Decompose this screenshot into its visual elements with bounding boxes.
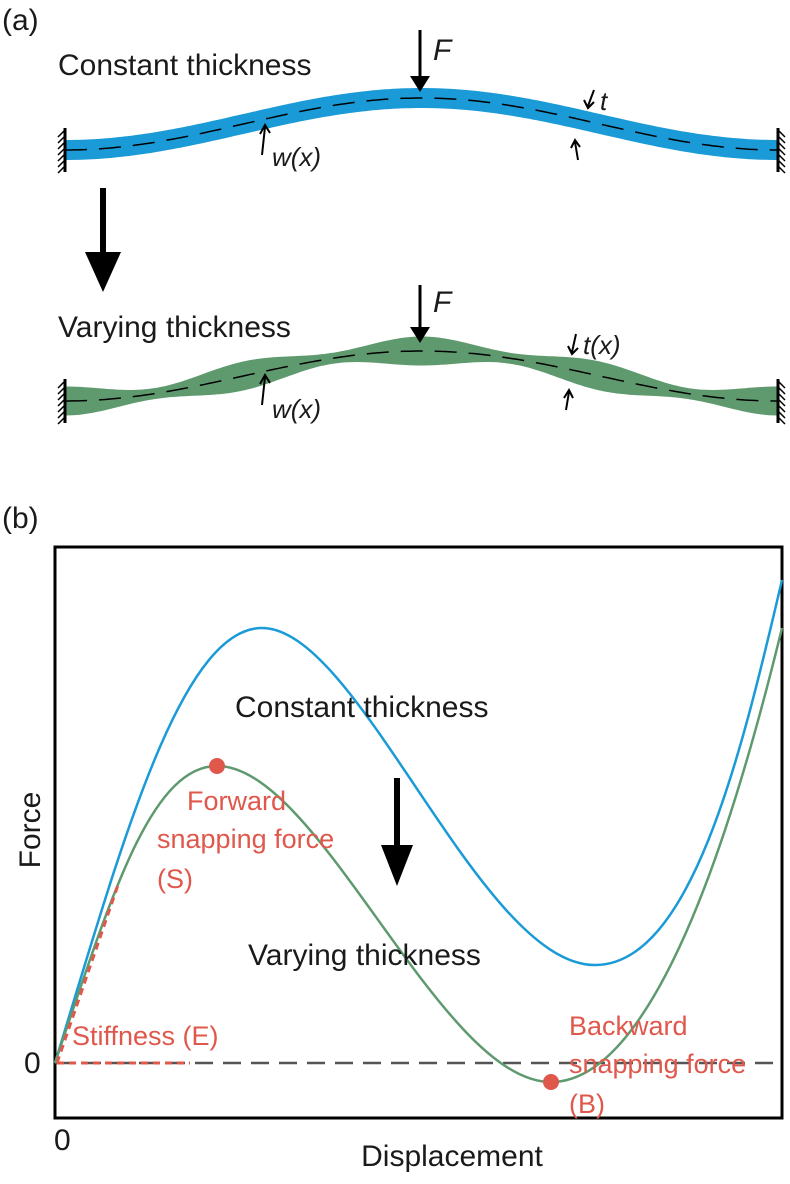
hatch (777, 141, 786, 150)
deflection-label: w(x) (272, 394, 321, 424)
curve-label: Constant thickness (235, 691, 488, 724)
beam (57, 88, 786, 174)
annotation: Backward (569, 1011, 688, 1041)
y-axis-label: Force (14, 792, 47, 869)
thickness-label: t (600, 86, 609, 116)
hatch (57, 135, 66, 144)
annotation: snapping force (157, 824, 334, 854)
forward-point (209, 758, 225, 774)
arrow-head (410, 76, 430, 92)
varying-curve (53, 627, 784, 1084)
hatch (777, 159, 786, 168)
backward-point (543, 1074, 559, 1090)
hatch (777, 135, 786, 144)
deflection-arrow (259, 123, 271, 156)
hatch (777, 398, 786, 407)
y-tick-label: 0 (24, 1047, 41, 1080)
hatch (57, 147, 66, 156)
force-label: F (433, 286, 453, 319)
hatch (57, 410, 66, 419)
beam-body (65, 88, 777, 160)
arrow-head (410, 327, 430, 343)
hatch (777, 153, 786, 162)
deflection-arrow (259, 373, 271, 406)
hatch (57, 141, 66, 150)
x-axis-label: Displacement (361, 1140, 543, 1173)
hatch (777, 410, 786, 419)
thickness-label: t(x) (583, 330, 621, 360)
curve-label: Varying thickness (248, 939, 481, 972)
hatch (57, 129, 66, 138)
x-tick-label: 0 (54, 1124, 71, 1157)
constant-curve (53, 579, 784, 1064)
thickness-arrow (563, 387, 574, 411)
annotation: snapping force (569, 1049, 746, 1079)
beam-body (65, 336, 777, 416)
annotation: (S) (157, 864, 193, 894)
thickness-arrow (567, 333, 579, 356)
hatch (57, 165, 66, 174)
beam-title: Constant thickness (58, 49, 311, 82)
hatch (777, 386, 786, 395)
hatch (777, 392, 786, 401)
hatch (57, 398, 66, 407)
hatch (777, 380, 786, 389)
annotation: (B) (569, 1089, 605, 1119)
arrow-head (85, 252, 121, 292)
force-label: F (433, 34, 453, 67)
plot-frame (53, 545, 784, 1120)
hatch (57, 392, 66, 401)
deflection-label: w(x) (272, 142, 321, 172)
hatch (57, 416, 66, 425)
hatch (57, 404, 66, 413)
panel-label: (b) (2, 502, 39, 535)
hatch (777, 404, 786, 413)
hatch (57, 386, 66, 395)
annotation: Forward (187, 786, 286, 816)
stiffness-line (55, 884, 120, 1064)
beam-title: Varying thickness (58, 311, 291, 344)
arrow-head (381, 845, 413, 886)
panel-label: (a) (2, 4, 39, 37)
hatch (777, 416, 786, 425)
hatch (57, 380, 66, 389)
hatch (777, 165, 786, 174)
hatch (57, 153, 66, 162)
beam (57, 336, 786, 425)
centerline (65, 97, 777, 151)
hatch (777, 129, 786, 138)
hatch (57, 159, 66, 168)
hatch (777, 147, 786, 156)
centerline (65, 350, 777, 402)
annotation: Stiffness (E) (72, 1021, 219, 1051)
thickness-arrow (570, 138, 581, 161)
thickness-arrow (583, 89, 595, 110)
